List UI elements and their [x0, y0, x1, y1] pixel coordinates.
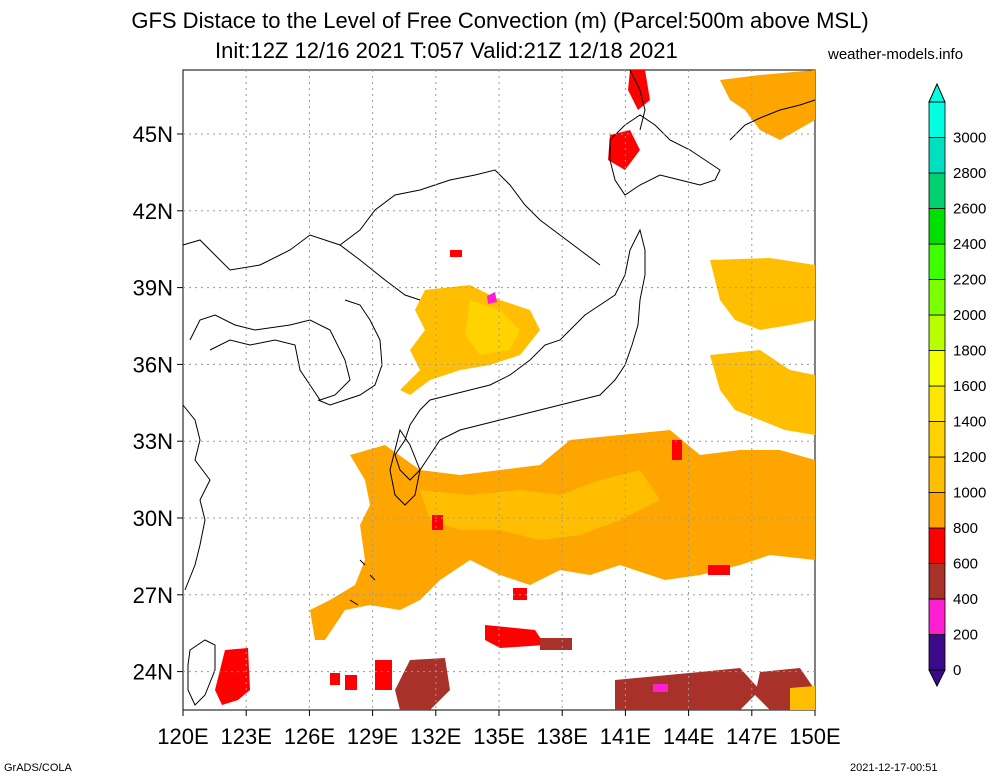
colorbar-label: 600 — [953, 556, 978, 573]
axis-labels: 45N 42N 39N 36N 33N 30N 27N 24N 120E 123E 126E 129E… — [133, 122, 841, 749]
colorbar-swatch — [928, 385, 946, 422]
coastlines — [182, 69, 816, 706]
colorbar-label: 2400 — [953, 236, 986, 253]
site-label: weather-models.info — [828, 46, 964, 63]
lon-tick-label: 147E — [726, 724, 777, 749]
colorbar-swatch — [928, 101, 946, 138]
lon-tick-label: 123E — [221, 724, 272, 749]
colorbar-label: 0 — [953, 662, 961, 679]
lat-tick-label: 27N — [133, 583, 173, 608]
colorbar-label: 3000 — [953, 130, 986, 147]
chart-title: GFS Distace to the Level of Free Convect… — [131, 8, 869, 33]
lon-tick-label: 120E — [157, 724, 208, 749]
field-patch-pacific-east — [710, 350, 815, 435]
lon-tick-label: 126E — [284, 724, 335, 749]
lat-tick-label: 39N — [133, 276, 173, 301]
coast-honshu — [394, 228, 646, 481]
colorbar-label: 2800 — [953, 165, 986, 182]
grid — [177, 70, 816, 716]
lat-tick-label: 33N — [133, 429, 173, 454]
field-patch-north — [628, 70, 650, 110]
lon-tick-label: 132E — [410, 724, 461, 749]
colorbar-label: 1000 — [953, 485, 986, 502]
lat-tick-label: 24N — [133, 660, 173, 685]
colorbar-label: 400 — [953, 591, 978, 608]
coast-ryukyu — [349, 559, 376, 606]
colorbar-label: 1200 — [953, 449, 986, 466]
colorbar-swatch — [928, 243, 946, 280]
lon-tick-label: 135E — [473, 724, 524, 749]
colorbar-label: 2600 — [953, 201, 986, 218]
lon-tick-label: 150E — [789, 724, 840, 749]
footer-credit: GrADS/COLA — [4, 762, 72, 774]
coast-china-east — [182, 404, 211, 591]
coast-china-north — [182, 234, 421, 301]
colorbar-arrow-low — [928, 669, 946, 688]
lat-tick-label: 42N — [133, 199, 173, 224]
colorbar-swatch — [928, 350, 946, 387]
colorbar-swatch — [928, 314, 946, 351]
field-patch-pacific-ne — [710, 258, 815, 330]
coast-korea-east — [317, 299, 383, 406]
colorbar-swatch — [928, 634, 946, 671]
colorbar-swatch — [928, 279, 946, 316]
lon-tick-label: 141E — [600, 724, 651, 749]
colorbar-label: 2000 — [953, 307, 986, 324]
lat-tick-label: 30N — [133, 506, 173, 531]
field-patch-magenta-se — [653, 684, 668, 692]
colorbar-swatch — [928, 527, 946, 564]
colorbar-label: 1800 — [953, 343, 986, 360]
coast-korea-west — [189, 314, 351, 401]
colorbar-label: 1600 — [953, 378, 986, 395]
lon-tick-label: 129E — [347, 724, 398, 749]
field-patch-red-small3 — [375, 660, 392, 690]
colorbar-label: 1400 — [953, 414, 986, 431]
coast-sakhalin — [629, 69, 646, 131]
colorbar-label: 2200 — [953, 272, 986, 289]
field-patch-red-korea-e — [450, 250, 462, 257]
colorbar-swatch — [928, 492, 946, 529]
field-patch-seaofjapan-core — [465, 300, 520, 355]
coast-taiwan — [187, 639, 216, 706]
footer-timestamp: 2021-12-17-00:51 — [850, 762, 938, 774]
field-patch-red-east — [708, 565, 730, 575]
colorbar-swatch — [928, 172, 946, 209]
colorbar: 0 200 400 600 800 1000 1200 1400 1600 1800 2000 220… — [928, 82, 986, 688]
coast-kurils — [729, 99, 816, 141]
field-patch-subtropical-core — [420, 470, 660, 540]
field-patch-red-mid — [513, 588, 527, 600]
colorbar-swatch — [928, 208, 946, 245]
field-patch-magenta-soj — [487, 292, 497, 304]
lat-tick-label: 36N — [133, 352, 173, 377]
colorbar-label: 200 — [953, 627, 978, 644]
chart-subtitle: Init:12Z 12/16 2021 T:057 Valid:21Z 12/1… — [215, 38, 678, 63]
colorbar-label: 800 — [953, 520, 978, 537]
field-patch-red-kyushu — [432, 515, 443, 530]
field-patch-taiwan — [215, 648, 250, 705]
lon-tick-label: 144E — [663, 724, 714, 749]
field-patch-brown-southeast — [615, 668, 760, 710]
colorbar-swatch — [928, 421, 946, 458]
coast-hokkaido — [609, 114, 721, 196]
field-patch-red-izu — [672, 440, 682, 460]
field-patch-corner-yellow — [790, 686, 815, 710]
field-patch-red-small1 — [330, 673, 340, 685]
coast-manchuria — [339, 169, 601, 266]
coast-kyushu — [389, 428, 421, 506]
colorbar-swatch — [928, 456, 946, 493]
lfc-field — [215, 70, 815, 710]
colorbar-swatch — [928, 137, 946, 174]
lon-tick-label: 138E — [537, 724, 588, 749]
colorbar-arrow-high — [928, 82, 946, 103]
field-patch-red-small2 — [345, 675, 357, 690]
field-patch-red-south1 — [485, 625, 545, 648]
colorbar-swatch — [928, 563, 946, 600]
field-patch-hokkaido-west — [608, 130, 640, 170]
field-patch-kurils — [720, 70, 815, 140]
lat-tick-label: 45N — [133, 122, 173, 147]
field-patch-brown-south1 — [540, 638, 572, 650]
colorbar-swatch — [928, 598, 946, 635]
